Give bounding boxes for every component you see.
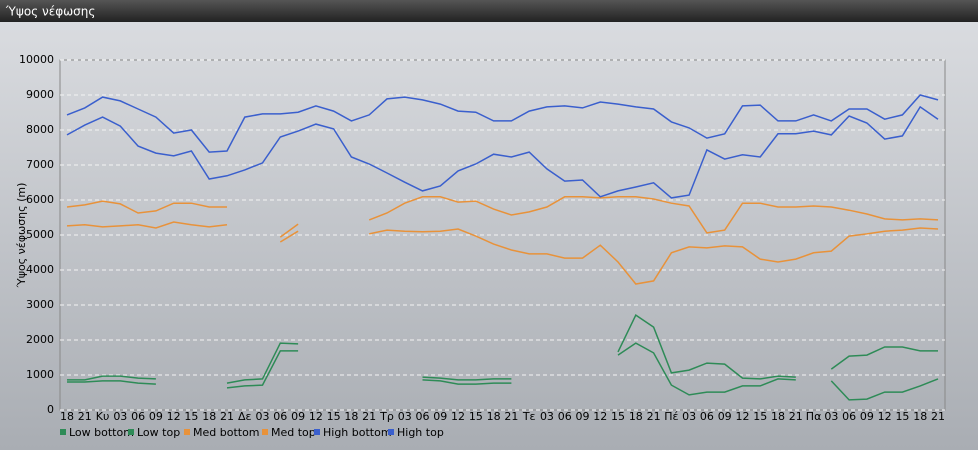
y-tick-label: 7000: [26, 158, 54, 171]
y-tick-label: 1000: [26, 368, 54, 381]
x-tick-label: Πα: [806, 410, 822, 423]
x-tick-label: 18: [344, 410, 358, 423]
x-tick-label: 09: [433, 410, 447, 423]
legend-label: Low bottom: [69, 426, 134, 439]
x-tick-label: 12: [735, 410, 749, 423]
y-tick-label: 10000: [19, 53, 54, 66]
y-tick-label: 8000: [26, 123, 54, 136]
legend-swatch: [388, 429, 394, 435]
x-tick-label: 09: [291, 410, 305, 423]
y-tick-label: 4000: [26, 263, 54, 276]
x-tick-label: 03: [398, 410, 412, 423]
x-tick-label: 21: [220, 410, 234, 423]
x-tick-label: 18: [60, 410, 74, 423]
y-axis-label: Ύψος νέφωσης (m): [15, 183, 28, 289]
legend-label: High top: [397, 426, 444, 439]
x-tick-label: 12: [593, 410, 607, 423]
x-tick-label: 21: [504, 410, 518, 423]
x-tick-label: 03: [540, 410, 554, 423]
x-tick-label: 18: [202, 410, 216, 423]
x-tick-label: 03: [256, 410, 270, 423]
x-tick-label: 06: [131, 410, 145, 423]
x-tick-label: Τρ: [379, 410, 394, 423]
x-tick-label: 21: [789, 410, 803, 423]
chart-title: Ύψος νέφωσης: [5, 5, 95, 19]
x-tick-label: 12: [451, 410, 465, 423]
x-tick-label: 06: [842, 410, 856, 423]
x-tick-label: 21: [647, 410, 661, 423]
x-tick-label: 15: [753, 410, 767, 423]
legend-label: Low top: [137, 426, 180, 439]
series-line: [66, 105, 939, 199]
y-tick-label: 9000: [26, 88, 54, 101]
x-tick-label: 21: [78, 410, 92, 423]
x-tick-label: 03: [113, 410, 127, 423]
x-tick-label: 15: [469, 410, 483, 423]
x-tick-label: 12: [309, 410, 323, 423]
x-tick-label: 15: [327, 410, 341, 423]
y-tick-label: 5000: [26, 228, 54, 241]
x-tick-label: Κυ: [96, 410, 110, 423]
y-tick-label: 2000: [26, 333, 54, 346]
x-tick-label: 06: [558, 410, 572, 423]
x-tick-label: 03: [824, 410, 838, 423]
x-tick-label: 12: [167, 410, 181, 423]
x-tick-label: Πέ: [664, 410, 678, 423]
y-tick-label: 0: [47, 403, 54, 416]
x-tick-label: 18: [629, 410, 643, 423]
x-tick-label: 15: [184, 410, 198, 423]
series-line: [67, 342, 939, 401]
series-line: [66, 196, 939, 238]
y-tick-label: 3000: [26, 298, 54, 311]
x-tick-label: 21: [362, 410, 376, 423]
series-line: [66, 94, 939, 153]
legend-swatch: [314, 429, 320, 435]
legend-swatch: [60, 429, 66, 435]
legend-swatch: [128, 429, 134, 435]
x-tick-label: 18: [771, 410, 785, 423]
legend-label: High bottom: [323, 426, 392, 439]
x-tick-label: 09: [718, 410, 732, 423]
x-tick-label: 03: [682, 410, 696, 423]
x-tick-label: 18: [487, 410, 501, 423]
x-tick-label: 12: [878, 410, 892, 423]
x-tick-label: 09: [860, 410, 874, 423]
x-tick-label: 06: [416, 410, 430, 423]
legend-swatch: [262, 429, 268, 435]
title-bar: [0, 0, 978, 22]
x-tick-label: Τε: [522, 410, 536, 423]
x-tick-label: 18: [913, 410, 927, 423]
series-line: [67, 313, 938, 384]
x-tick-label: 15: [895, 410, 909, 423]
legend-label: Med bottom: [193, 426, 260, 439]
x-tick-label: 09: [575, 410, 589, 423]
x-tick-label: 21: [931, 410, 945, 423]
x-tick-label: 06: [273, 410, 287, 423]
series-line: [66, 221, 939, 285]
legend-label: Med top: [271, 426, 316, 439]
legend-swatch: [184, 429, 190, 435]
x-tick-label: Δε: [238, 410, 252, 423]
x-tick-label: 15: [611, 410, 625, 423]
x-tick-label: 06: [700, 410, 714, 423]
y-tick-label: 6000: [26, 193, 54, 206]
x-tick-label: 09: [149, 410, 163, 423]
